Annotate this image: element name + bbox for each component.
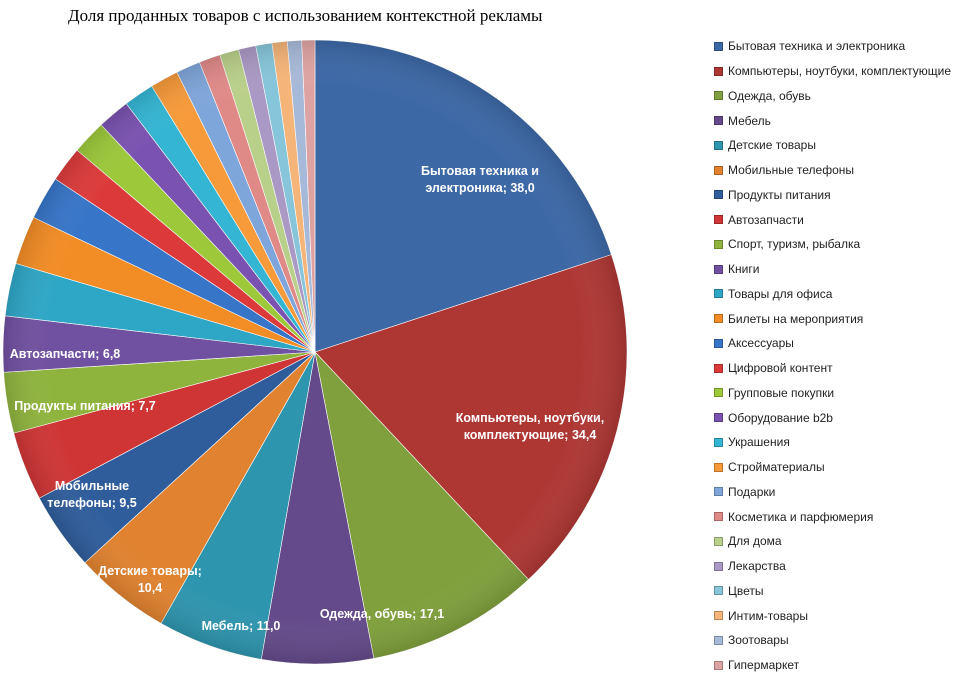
- legend-label: Книги: [728, 262, 760, 277]
- legend-swatch: [714, 388, 723, 398]
- legend-label: Автозапчасти: [728, 212, 804, 227]
- legend-swatch: [714, 611, 723, 621]
- legend-swatch: [714, 561, 723, 571]
- legend-item: Групповые покупки: [714, 381, 951, 406]
- legend-item: Компьютеры, ноутбуки, комплектующие: [714, 59, 951, 84]
- legend-label: Зоотовары: [728, 633, 789, 648]
- legend-item: Мобильные телефоны: [714, 158, 951, 183]
- legend-label: Мобильные телефоны: [728, 163, 855, 178]
- legend-swatch: [714, 190, 723, 200]
- legend-item: Стройматериалы: [714, 455, 951, 480]
- chart-legend: Бытовая техника и электроника Компьютеры,…: [714, 34, 951, 678]
- legend-item: Косметика и парфюмерия: [714, 504, 951, 529]
- legend-swatch: [714, 437, 723, 447]
- chart-title: Доля проданных товаров с использованием …: [68, 6, 543, 25]
- slice-data-label: Бытовая техника и электроника; 38,0: [421, 164, 539, 195]
- legend-item: Бытовая техника и электроника: [714, 34, 951, 59]
- legend-swatch: [714, 41, 723, 51]
- legend-item: Гипермаркет: [714, 653, 951, 678]
- legend-label: Интим-товары: [728, 608, 808, 623]
- legend-swatch: [714, 512, 723, 522]
- legend-swatch: [714, 338, 723, 348]
- legend-swatch: [714, 635, 723, 645]
- legend-label: Групповые покупки: [728, 385, 835, 400]
- legend-label: Компьютеры, ноутбуки, комплектующие: [728, 64, 952, 79]
- legend-swatch: [714, 264, 723, 274]
- legend-label: Спорт, туризм, рыбалка: [728, 237, 861, 252]
- legend-label: Билеты на мероприятия: [728, 311, 864, 326]
- legend-swatch: [714, 239, 723, 249]
- legend-label: Товары для офиса: [728, 286, 833, 301]
- legend-item: Билеты на мероприятия: [714, 306, 951, 331]
- legend-item: Зоотовары: [714, 628, 951, 653]
- legend-label: Аксессуары: [728, 336, 794, 351]
- legend-label: Продукты питания: [728, 187, 831, 202]
- legend-item: Одежда, обувь: [714, 84, 951, 109]
- legend-item: Книги: [714, 257, 951, 282]
- legend-item: Цифровой контент: [714, 356, 951, 381]
- legend-label: Подарки: [728, 484, 776, 499]
- legend-item: Детские товары: [714, 133, 951, 158]
- legend-label: Одежда, обувь: [728, 88, 811, 103]
- legend-item: Лекарства: [714, 554, 951, 579]
- legend-item: Для дома: [714, 529, 951, 554]
- legend-item: Мебель: [714, 108, 951, 133]
- legend-label: Косметика и парфюмерия: [728, 509, 874, 524]
- legend-item: Продукты питания: [714, 183, 951, 208]
- legend-swatch: [714, 536, 723, 546]
- slice-data-label: Детские товары; 10,4: [98, 564, 202, 595]
- slice-data-label: Мебель; 11,0: [202, 619, 281, 633]
- legend-label: Мебель: [728, 113, 771, 128]
- legend-swatch: [714, 116, 723, 126]
- legend-label: Лекарства: [728, 559, 786, 574]
- slice-data-label: Продукты питания; 7,7: [14, 399, 156, 413]
- legend-item: Спорт, туризм, рыбалка: [714, 232, 951, 257]
- legend-swatch: [714, 462, 723, 472]
- legend-item: Украшения: [714, 430, 951, 455]
- legend-label: Оборудование b2b: [728, 410, 833, 425]
- legend-label: Для дома: [728, 534, 782, 549]
- legend-label: Детские товары: [728, 138, 816, 153]
- legend-swatch: [714, 487, 723, 497]
- slice-data-label: Одежда, обувь; 17,1: [320, 607, 444, 621]
- legend-label: Стройматериалы: [728, 460, 825, 475]
- legend-label: Украшения: [728, 435, 790, 450]
- legend-swatch: [714, 165, 723, 175]
- legend-swatch: [714, 289, 723, 299]
- pie-data-labels: Бытовая техника и электроника; 38,0 Компью…: [10, 164, 604, 633]
- legend-swatch: [714, 215, 723, 225]
- legend-label: Бытовая техника и электроника: [728, 39, 906, 54]
- legend-item: Интим-товары: [714, 603, 951, 628]
- legend-swatch: [714, 66, 723, 76]
- legend-item: Оборудование b2b: [714, 405, 951, 430]
- legend-label: Цветы: [728, 583, 764, 598]
- legend-swatch: [714, 586, 723, 596]
- legend-item: Товары для офиса: [714, 282, 951, 307]
- legend-swatch: [714, 314, 723, 324]
- legend-swatch: [714, 91, 723, 101]
- legend-item: Аксессуары: [714, 331, 951, 356]
- legend-label: Гипермаркет: [728, 658, 800, 673]
- legend-item: Цветы: [714, 579, 951, 604]
- legend-label: Цифровой контент: [728, 361, 833, 376]
- legend-swatch: [714, 413, 723, 423]
- legend-swatch: [714, 363, 723, 373]
- slice-data-label: Мобильные телефоны; 9,5: [47, 479, 136, 510]
- slice-data-label: Автозапчасти; 6,8: [10, 347, 121, 361]
- legend-swatch: [714, 140, 723, 150]
- legend-item: Подарки: [714, 480, 951, 505]
- slice-data-label: Компьютеры, ноутбуки, комплектующие; 34,4: [456, 411, 604, 442]
- legend-item: Автозапчасти: [714, 207, 951, 232]
- legend-swatch: [714, 660, 723, 670]
